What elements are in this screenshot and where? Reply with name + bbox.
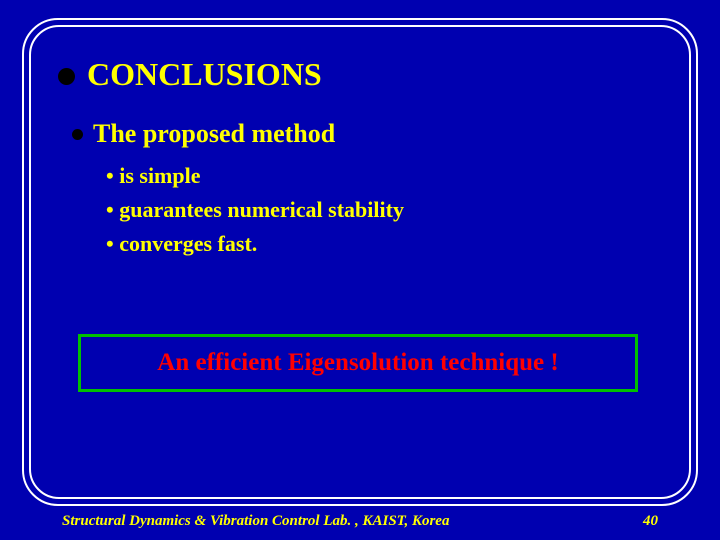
list-item: • is simple (106, 159, 662, 193)
list-item: • guarantees numerical stability (106, 193, 662, 227)
callout-box: An efficient Eigensolution technique ! (78, 334, 638, 392)
content-area: CONCLUSIONS The proposed method • is sim… (58, 56, 662, 261)
page-number: 40 (643, 513, 658, 530)
subheading: The proposed method (93, 119, 335, 149)
subheading-row: The proposed method (72, 119, 662, 149)
bullet-disc-icon (58, 68, 75, 85)
bullet-dot-icon (72, 129, 83, 140)
callout-text: An efficient Eigensolution technique ! (157, 349, 558, 377)
slide: CONCLUSIONS The proposed method • is sim… (0, 0, 720, 540)
footer-text: Structural Dynamics & Vibration Control … (62, 513, 449, 530)
title-row: CONCLUSIONS (58, 56, 662, 93)
list-item: • converges fast. (106, 227, 662, 261)
slide-title: CONCLUSIONS (87, 56, 322, 93)
